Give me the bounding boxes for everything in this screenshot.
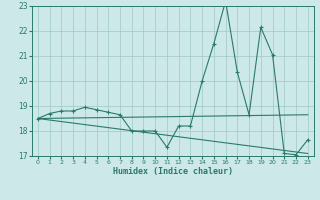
X-axis label: Humidex (Indice chaleur): Humidex (Indice chaleur) xyxy=(113,167,233,176)
